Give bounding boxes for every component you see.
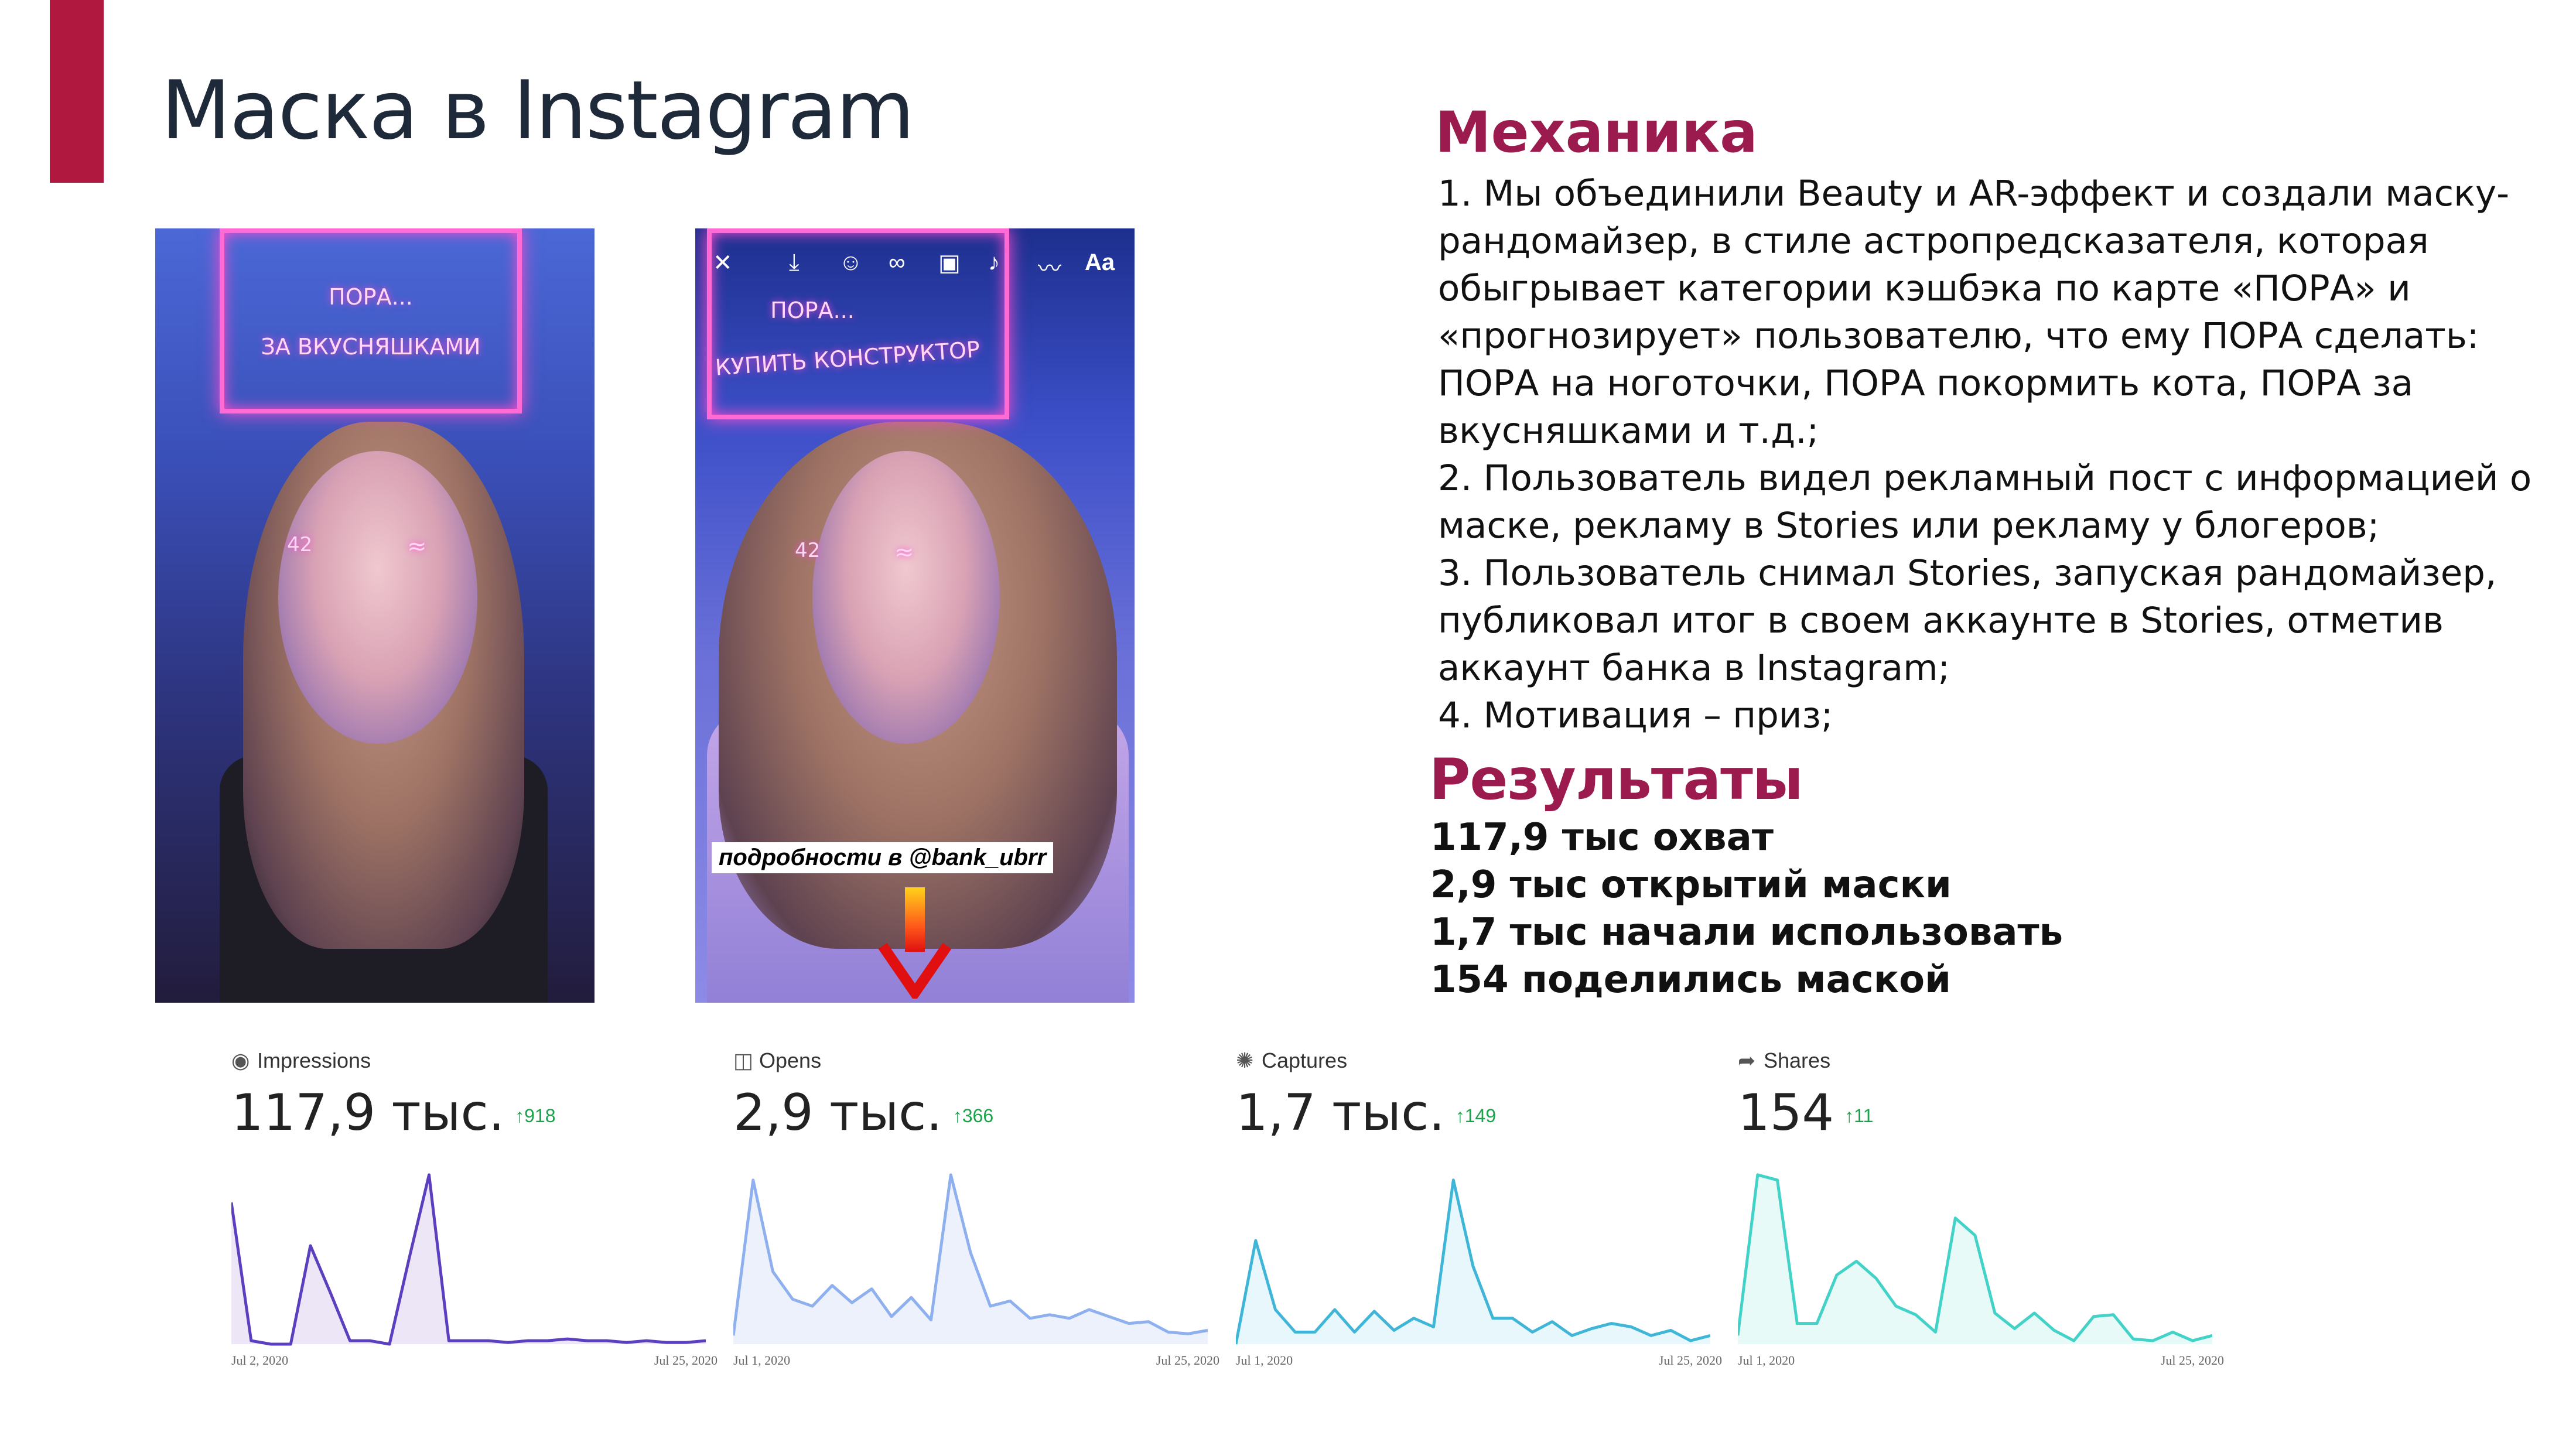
mechanics-list: 1. Мы объединили Beauty и AR-эффект и со…	[1438, 170, 2539, 739]
sparkline-chart	[231, 1173, 706, 1346]
axis-end-label: Jul 25, 2020	[2160, 1353, 2224, 1368]
emoji-icon[interactable]: ☺	[839, 250, 863, 275]
neon-text-line1: ПОРА...	[770, 298, 855, 323]
mask-photo-right: ✕ ⤓ ☺ ∞ ▣ ♪ 〰 Aa ПОРА... КУПИТЬ КОНСТРУК…	[695, 228, 1135, 1003]
stat-value: 117,9 тыс.	[231, 1084, 505, 1142]
neon-text-line1: ПОРА...	[329, 284, 413, 310]
story-toolbar: ✕ ⤓ ☺ ∞ ▣ ♪ 〰 Aa	[695, 250, 1135, 285]
stat-value: 2,9 тыс.	[733, 1084, 942, 1142]
sparkline-chart	[733, 1173, 1208, 1344]
camera-icon: ◫	[733, 1048, 754, 1072]
slide-title: Маска в Instagram	[161, 63, 915, 158]
stat-opens: ◫ Opens 2,9 тыс. ↑366 Jul 1, 2020 Jul 25, …	[733, 1048, 1219, 1376]
text-tool-icon[interactable]: Aa	[1085, 250, 1115, 275]
mention-sticker: подробности в @bank_ubrr	[712, 842, 1054, 873]
mechanics-item: 4. Мотивация – приз;	[1438, 695, 1833, 736]
sparkline-chart	[1236, 1178, 1710, 1345]
stat-delta-value: 149	[1464, 1105, 1497, 1127]
results-list: 117,9 тыс охват 2,9 тыс открытий маски 1…	[1430, 814, 2063, 1004]
close-icon[interactable]: ✕	[713, 250, 733, 276]
mask-photo-left: ПОРА... ЗА ВКУСНЯШКАМИ 42 ≈	[155, 228, 595, 1003]
sparkline-chart	[1738, 1173, 2212, 1344]
results-item: 2,9 тыс открытий маски	[1430, 863, 1952, 907]
eye-icon: ◉	[231, 1048, 250, 1072]
neon-frame	[707, 228, 1009, 419]
share-icon: ➦	[1738, 1048, 1756, 1072]
axis-start-label: Jul 1, 2020	[1738, 1353, 1795, 1368]
stat-value: 1,7 тыс.	[1236, 1084, 1445, 1142]
results-item: 1,7 тыс начали использовать	[1430, 911, 2063, 954]
axis-start-label: Jul 1, 2020	[733, 1353, 791, 1368]
stat-delta: ↑366	[952, 1105, 994, 1127]
cheek-sticker-right: ≈	[407, 533, 427, 560]
stat-delta: ↑149	[1455, 1105, 1497, 1127]
stat-shares: ➦ Shares 154 ↑11 Jul 1, 2020 Jul 25, 2020	[1738, 1048, 2224, 1376]
stat-delta-value: 918	[524, 1105, 556, 1127]
neon-text-line2: ЗА ВКУСНЯШКАМИ	[261, 334, 481, 360]
neon-frame	[220, 228, 522, 413]
draw-icon[interactable]: 〰	[1038, 256, 1061, 282]
download-icon[interactable]: ⤓	[789, 250, 800, 275]
aperture-icon: ✺	[1236, 1048, 1254, 1072]
accent-bar	[50, 0, 104, 183]
mechanics-item: 1. Мы объединили Beauty и AR-эффект и со…	[1438, 173, 2510, 452]
axis-start-label: Jul 2, 2020	[231, 1353, 289, 1368]
stat-impressions: ◉ Impressions 117,9 тыс. ↑918 Jul 2, 2020 …	[231, 1048, 718, 1376]
stat-captures: ✺ Captures 1,7 тыс. ↑149 Jul 1, 2020 Jul 2…	[1236, 1048, 1722, 1376]
stat-value: 154	[1738, 1084, 1834, 1142]
results-item: 154 поделились маской	[1430, 958, 1951, 1002]
results-heading: Результаты	[1429, 747, 1803, 812]
face	[812, 451, 1000, 744]
stat-delta: ↑918	[515, 1105, 556, 1127]
stat-label: Shares	[1764, 1048, 1831, 1072]
cheek-sticker-right: ≈	[894, 539, 914, 566]
axis-end-label: Jul 25, 2020	[1156, 1353, 1219, 1368]
sound-icon[interactable]: ♪	[988, 250, 1000, 275]
stat-label: Impressions	[257, 1048, 371, 1072]
link-icon[interactable]: ∞	[889, 250, 906, 275]
mechanics-heading: Механика	[1435, 100, 1758, 165]
stat-delta-value: 366	[962, 1105, 994, 1127]
chart-area	[1738, 1174, 2212, 1344]
axis-start-label: Jul 1, 2020	[1236, 1353, 1293, 1368]
stat-label: Captures	[1262, 1048, 1348, 1072]
cheek-sticker-left: 42	[287, 533, 313, 556]
face	[278, 451, 477, 744]
chart-area	[1236, 1180, 1710, 1344]
chart-area	[231, 1174, 706, 1344]
stat-label: Opens	[759, 1048, 822, 1072]
chart-area	[733, 1174, 1208, 1344]
arrow-down-icon	[878, 887, 952, 999]
results-item: 117,9 тыс охват	[1430, 816, 1774, 859]
stat-delta: ↑11	[1844, 1105, 1874, 1127]
sticker-icon[interactable]: ▣	[938, 250, 961, 276]
mechanics-item: 3. Пользователь снимал Stories, запуская…	[1438, 552, 2497, 689]
stat-delta-value: 11	[1854, 1105, 1874, 1127]
cheek-sticker-left: 42	[795, 539, 821, 562]
axis-end-label: Jul 25, 2020	[654, 1353, 718, 1368]
axis-end-label: Jul 25, 2020	[1658, 1353, 1722, 1368]
mechanics-item: 2. Пользователь видел рекламный пост с и…	[1438, 457, 2532, 546]
